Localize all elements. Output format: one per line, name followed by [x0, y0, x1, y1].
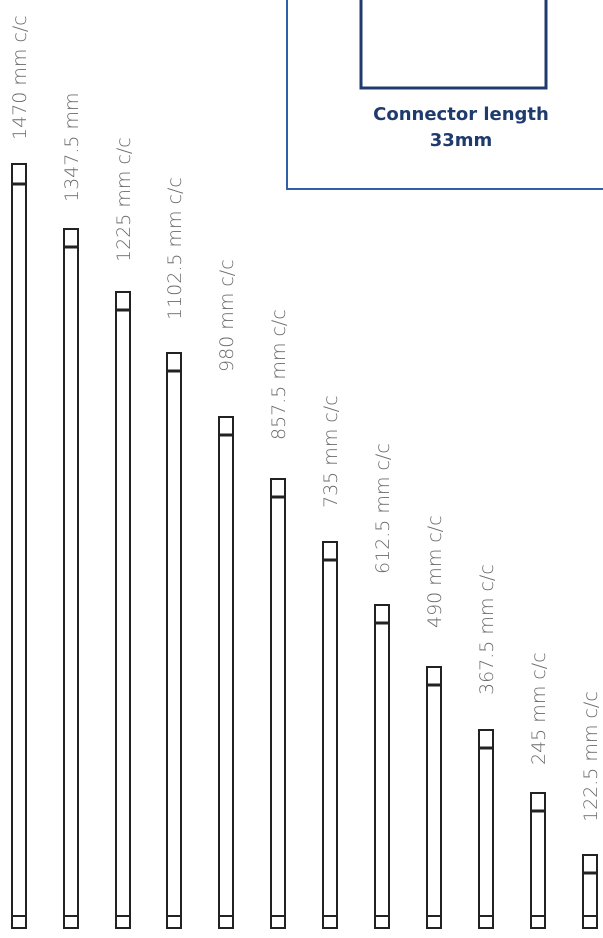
rod-9-label: 490 mm c/c	[424, 515, 446, 628]
rod-8-body	[374, 604, 390, 929]
rod-4: 1102.5 mm c/c	[164, 177, 186, 929]
rod-10: 367.5 mm c/c	[476, 564, 498, 929]
rod-2: 1347.5 mm	[61, 92, 83, 929]
connector-shape	[359, 0, 548, 90]
rod-11: 245 mm c/c	[528, 652, 550, 929]
rod-9-body	[426, 666, 442, 929]
rod-4-body	[166, 352, 182, 929]
rod-6-body	[270, 478, 286, 929]
rod-7: 735 mm c/c	[320, 395, 342, 929]
rod-11-body	[530, 792, 546, 929]
rod-1-body	[11, 163, 27, 929]
connector-panel: Connector length 33mm	[286, 0, 603, 190]
rod-12: 122.5 mm c/c	[580, 691, 602, 929]
rod-4-label: 1102.5 mm c/c	[164, 177, 186, 320]
rod-7-label: 735 mm c/c	[320, 395, 342, 508]
rod-3-label: 1225 mm c/c	[113, 137, 135, 262]
rod-1-label: 1470 mm c/c	[9, 15, 31, 140]
connector-panel-frame	[286, 0, 603, 190]
rod-10-label: 367.5 mm c/c	[476, 564, 498, 695]
rod-5: 980 mm c/c	[216, 259, 238, 929]
rod-6-label: 857.5 mm c/c	[268, 309, 290, 440]
connector-caption-line2: 33mm	[430, 130, 493, 151]
rod-5-label: 980 mm c/c	[216, 259, 238, 372]
rod-6: 857.5 mm c/c	[268, 309, 290, 929]
rod-1: 1470 mm c/c	[9, 15, 31, 929]
rod-3-body	[115, 291, 131, 929]
connector-caption-line1: Connector length	[373, 104, 549, 125]
rod-9: 490 mm c/c	[424, 515, 446, 929]
rod-7-body	[322, 541, 338, 929]
rod-11-label: 245 mm c/c	[528, 652, 550, 765]
rod-3: 1225 mm c/c	[113, 137, 135, 929]
rod-12-body	[582, 854, 598, 929]
rod-10-body	[478, 729, 494, 929]
rod-12-label: 122.5 mm c/c	[580, 691, 602, 822]
rod-8-label: 612.5 mm c/c	[372, 443, 394, 574]
rod-2-body	[63, 228, 79, 929]
rod-2-label: 1347.5 mm	[61, 92, 83, 202]
rod-5-body	[218, 416, 234, 929]
rod-8: 612.5 mm c/c	[372, 443, 394, 929]
